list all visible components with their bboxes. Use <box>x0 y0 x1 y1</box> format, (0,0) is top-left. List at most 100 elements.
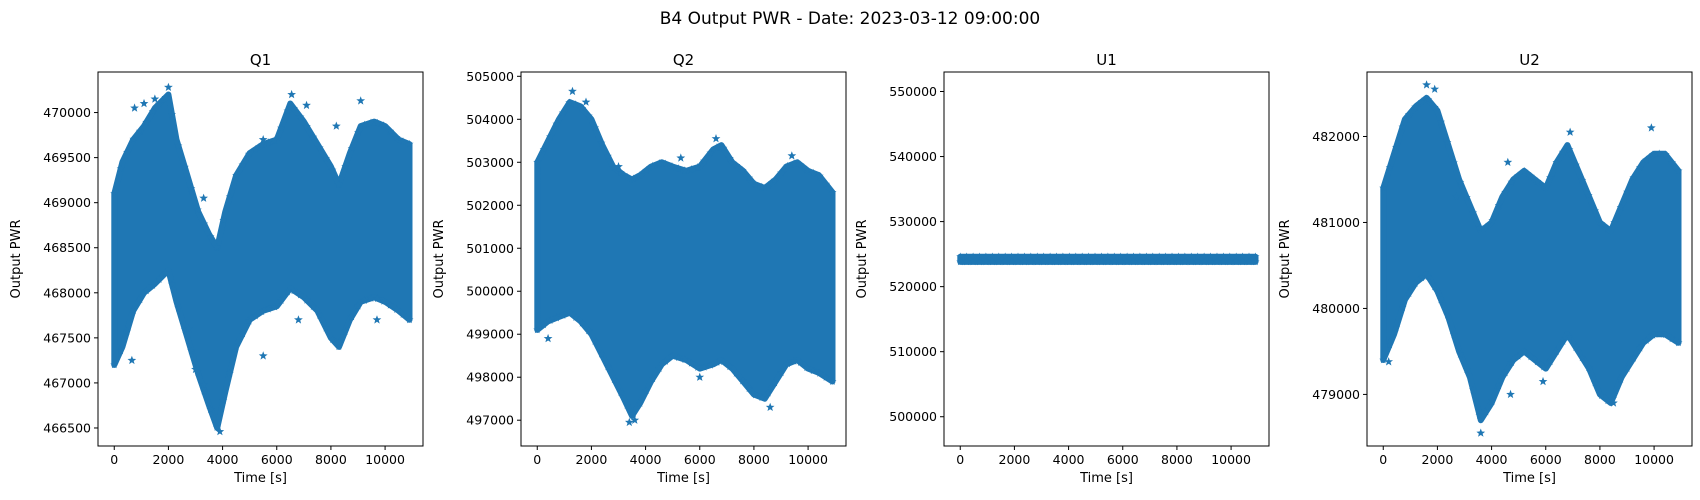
subplot-title-q1: Q1 <box>250 51 271 69</box>
marker-edge-q2 <box>790 159 798 167</box>
marker-edge-u1 <box>1225 252 1234 261</box>
y-tick-label: 502000 <box>466 198 514 213</box>
y-axis-label-u1: Output PWR <box>855 219 870 298</box>
marker-edge-u2 <box>1507 177 1516 186</box>
marker-edge-q2 <box>738 166 747 174</box>
marker-edge-u2 <box>1417 273 1426 282</box>
y-tick-label: 520000 <box>889 279 937 294</box>
marker-edge-u2 <box>1546 357 1555 366</box>
marker-edge-u2 <box>1661 150 1670 158</box>
y-tick-label: 505000 <box>466 69 514 84</box>
marker-point-u2 <box>1384 357 1393 366</box>
x-axis-label-q1: Time [s] <box>233 471 287 486</box>
marker-edge-u1 <box>1091 257 1099 266</box>
marker-edge-u1 <box>1071 257 1080 266</box>
marker-edge-q1 <box>200 219 209 228</box>
marker-point-q2 <box>581 97 591 106</box>
marker-point-q2 <box>630 415 640 424</box>
y-tick-label: 499000 <box>466 327 514 342</box>
x-tick-label: 6000 <box>1530 452 1562 467</box>
marker-edge-q2 <box>783 359 792 368</box>
marker-edge-q1 <box>360 120 369 129</box>
marker-edge-q1 <box>206 232 215 241</box>
marker-edge-q1 <box>386 127 395 135</box>
plot-area-u1 <box>956 252 1260 266</box>
marker-edge-u1 <box>1058 252 1067 261</box>
marker-edge-q1 <box>180 325 189 333</box>
marker-edge-u1 <box>1052 252 1061 261</box>
marker-edge-q1 <box>334 342 343 351</box>
marker-edge-u2 <box>1603 224 1612 233</box>
marker-edge-q1 <box>219 396 228 404</box>
y-tick-label: 504000 <box>466 112 514 127</box>
marker-edge-u2 <box>1636 163 1644 171</box>
marker-edge-u2 <box>1481 407 1490 416</box>
marker-edge-u1 <box>1014 252 1022 261</box>
marker-edge-u1 <box>988 252 997 261</box>
x-tick-label: 6000 <box>261 452 293 467</box>
marker-point-q1 <box>302 100 311 110</box>
marker-edge-u1 <box>1155 252 1164 261</box>
marker-edge-u1 <box>1097 252 1106 261</box>
marker-edge-q2 <box>591 337 599 345</box>
marker-edge-q2 <box>764 388 773 397</box>
marker-edge-u2 <box>1469 385 1478 394</box>
marker-edge-u1 <box>1046 257 1055 266</box>
marker-edge-u2 <box>1597 391 1606 399</box>
marker-edge-u1 <box>1071 252 1080 261</box>
x-tick-label: 4000 <box>630 452 662 467</box>
x-tick-label: 8000 <box>315 452 347 467</box>
marker-edge-q1 <box>155 99 164 108</box>
marker-edge-u1 <box>1110 257 1119 266</box>
x-tick-label: 8000 <box>1161 452 1193 467</box>
marker-edge-u1 <box>1142 252 1151 261</box>
marker-edge-u1 <box>1123 252 1132 261</box>
marker-edge-q1 <box>322 323 330 332</box>
marker-edge-u1 <box>1245 257 1253 266</box>
y-tick-label: 470000 <box>43 105 91 120</box>
marker-edge-u2 <box>1514 171 1522 180</box>
marker-edge-u1 <box>969 252 978 261</box>
marker-edge-q2 <box>815 171 824 180</box>
marker-edge-u1 <box>994 252 1003 261</box>
marker-edge-q1 <box>193 205 202 214</box>
marker-edge-u2 <box>1437 295 1445 304</box>
marker-edge-q1 <box>347 312 356 321</box>
marker-edge-u1 <box>1020 252 1029 261</box>
x-axis-label-u2: Time [s] <box>1502 471 1556 486</box>
marker-edge-q2 <box>539 145 548 153</box>
marker-edge-q2 <box>584 111 593 120</box>
marker-edge-u1 <box>969 257 978 266</box>
marker-edge-q2 <box>732 369 741 377</box>
marker-edge-q1 <box>405 315 414 324</box>
marker-edge-u1 <box>1219 257 1228 266</box>
marker-point-u2 <box>1647 123 1656 132</box>
marker-edge-u1 <box>1078 252 1087 261</box>
marker-edge-q1 <box>354 301 363 310</box>
x-tick-label: 2000 <box>999 452 1031 467</box>
x-tick-label: 2000 <box>153 452 185 467</box>
y-tick-label: 500000 <box>466 284 514 299</box>
figure-title: B4 Output PWR - Date: 2023-03-12 09:00:0… <box>660 9 1040 29</box>
marker-edge-u2 <box>1603 396 1612 405</box>
marker-edge-q2 <box>693 363 702 371</box>
marker-edge-u1 <box>1135 257 1144 266</box>
marker-edge-q2 <box>809 168 818 177</box>
marker-edge-u2 <box>1379 355 1388 364</box>
marker-edge-u2 <box>1404 289 1413 297</box>
marker-edge-u1 <box>1155 257 1164 266</box>
marker-edge-u1 <box>1245 252 1253 261</box>
marker-edge-u1 <box>1033 252 1042 261</box>
marker-edge-u1 <box>1232 257 1241 266</box>
x-tick-label: 6000 <box>684 452 716 467</box>
marker-edge-q1 <box>328 165 337 174</box>
marker-edge-u2 <box>1584 363 1593 372</box>
x-tick-label: 10000 <box>365 452 405 467</box>
marker-edge-q1 <box>360 296 369 304</box>
marker-edge-u2 <box>1392 323 1401 332</box>
marker-edge-q2 <box>591 123 599 132</box>
y-tick-label: 500000 <box>889 409 937 424</box>
marker-edge-q1 <box>373 294 382 302</box>
marker-edge-u1 <box>1135 252 1144 261</box>
marker-point-q1 <box>199 193 208 202</box>
